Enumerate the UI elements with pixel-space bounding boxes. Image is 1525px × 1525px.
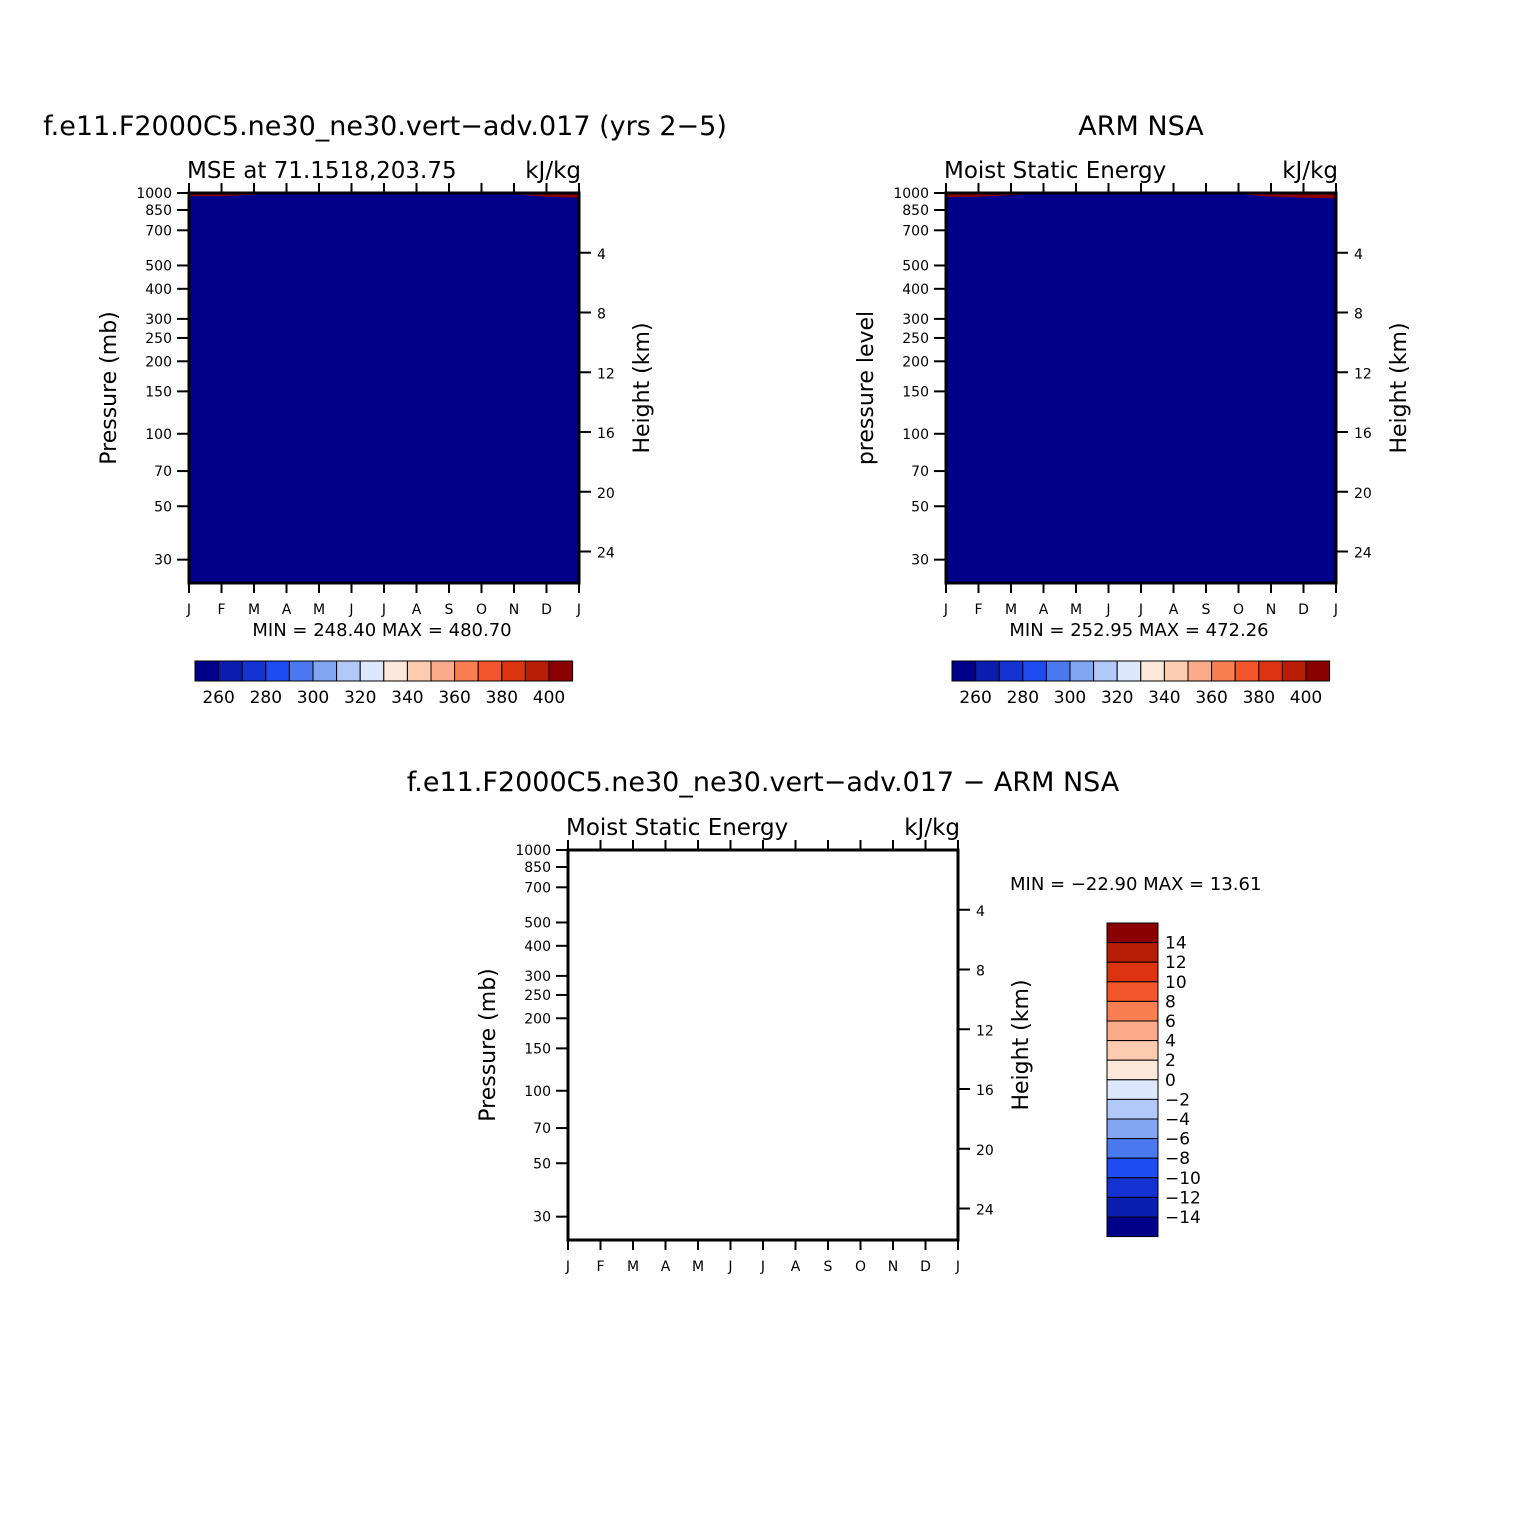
subtitle-units: kJ/kg	[1282, 158, 1338, 184]
pressure-tick-label: 400	[145, 282, 172, 298]
pressure-tick-label: 500	[145, 258, 172, 274]
month-tick-label: O	[476, 602, 487, 618]
panel-title-diff: f.e11.F2000C5.ne30_ne30.vert−adv.017 − A…	[407, 767, 1120, 798]
pressure-tick-label: 300	[902, 312, 929, 328]
month-tick-label: M	[313, 602, 325, 618]
min-max-stats: MIN = 248.40 MAX = 480.70	[252, 620, 511, 641]
panel-title-obs: ARM NSA	[1078, 111, 1204, 142]
pressure-tick-label: 500	[902, 258, 929, 274]
month-tick-label: J	[348, 602, 353, 618]
month-tick-label: J	[1138, 602, 1143, 618]
pressure-tick-label: 700	[145, 223, 172, 239]
pressure-tick-label: 1000	[136, 186, 172, 202]
pressure-tick-label: 50	[154, 499, 172, 515]
chart-panel-model: MSE at 71.1518,203.75 kJ/kg 30 50 70 100 150 20…	[97, 158, 655, 641]
min-max-stats: MIN = 252.95 MAX = 472.26	[1009, 620, 1268, 641]
month-tick-label: A	[282, 602, 292, 618]
height-tick-label: 24	[597, 546, 615, 562]
month-tick-label: J	[1105, 602, 1110, 618]
chart-panel-diff: Moist Static Energy kJ/kg3050701001502002…	[476, 815, 1261, 1275]
month-tick-label: J	[381, 602, 386, 618]
month-tick-label: M	[1005, 602, 1017, 618]
plot-frame	[187, 191, 581, 585]
pressure-tick-label: 850	[902, 203, 929, 219]
pressure-tick-label: 150	[145, 384, 172, 400]
subtitle-left: MSE at 71.1518,203.75	[187, 158, 457, 184]
month-tick-label: J	[1333, 602, 1338, 618]
pressure-tick-label: 200	[145, 354, 172, 370]
pressure-tick-label: 850	[145, 203, 172, 219]
subtitle-left: Moist Static Energy	[944, 158, 1166, 184]
height-tick-label: 16	[1354, 426, 1372, 442]
pressure-tick-label: 70	[154, 464, 172, 480]
height-tick-label: 12	[597, 366, 615, 382]
contour-band-260	[946, 193, 1336, 583]
height-tick-label: 8	[1354, 307, 1363, 323]
height-tick-label: 4	[1354, 247, 1363, 263]
pressure-tick-label: 250	[902, 331, 929, 347]
month-tick-label: O	[1233, 602, 1244, 618]
month-tick-label: D	[1298, 602, 1309, 618]
contour-band-260	[189, 193, 579, 583]
month-tick-label: A	[412, 602, 422, 618]
month-tick-label: N	[1266, 602, 1276, 618]
pressure-tick-label: 250	[145, 331, 172, 347]
pressure-tick-label: 50	[911, 499, 929, 515]
height-tick-label: 4	[597, 247, 606, 263]
height-tick-label: 8	[597, 307, 606, 323]
height-tick-label: 12	[1354, 366, 1372, 382]
y-axis-label-right: Height (km)	[1387, 322, 1412, 453]
month-tick-label: M	[1070, 602, 1082, 618]
month-tick-label: J	[576, 602, 581, 618]
month-tick-label: J	[186, 602, 191, 618]
y-axis-label-right: Height (km)	[630, 322, 655, 453]
height-tick-label: 16	[597, 426, 615, 442]
pressure-tick-label: 300	[145, 312, 172, 328]
month-tick-label: S	[1202, 602, 1211, 618]
pressure-tick-label: 400	[902, 282, 929, 298]
month-tick-label: J	[943, 602, 948, 618]
month-tick-label: M	[248, 602, 260, 618]
y-axis-label: Pressure (mb)	[97, 311, 122, 465]
height-tick-label: 20	[597, 486, 615, 502]
pressure-tick-label: 1000	[893, 186, 929, 202]
month-tick-label: D	[541, 602, 552, 618]
height-tick-label: 20	[1354, 486, 1372, 502]
month-tick-label: F	[974, 602, 982, 618]
panel-title-model: f.e11.F2000C5.ne30_ne30.vert−adv.017 (yr…	[43, 111, 727, 142]
subtitle-units: kJ/kg	[525, 158, 581, 184]
pressure-tick-label: 150	[902, 384, 929, 400]
pressure-tick-label: 700	[902, 223, 929, 239]
pressure-tick-label: 100	[145, 427, 172, 443]
height-tick-label: 24	[1354, 546, 1372, 562]
y-axis-label: pressure level	[854, 311, 879, 465]
plot-frame	[944, 191, 1338, 585]
pressure-tick-label: 70	[911, 464, 929, 480]
pressure-tick-label: 100	[902, 427, 929, 443]
month-tick-label: A	[1169, 602, 1179, 618]
pressure-tick-label: 30	[154, 553, 172, 569]
pressure-tick-label: 200	[902, 354, 929, 370]
month-tick-label: A	[1039, 602, 1049, 618]
month-tick-label: F	[217, 602, 225, 618]
month-tick-label: S	[445, 602, 454, 618]
chart-panel-obs: Moist Static Energy kJ/kg 30 50 70 100 150 200 2…	[854, 158, 1412, 641]
month-tick-label: N	[509, 602, 519, 618]
pressure-tick-label: 30	[911, 553, 929, 569]
